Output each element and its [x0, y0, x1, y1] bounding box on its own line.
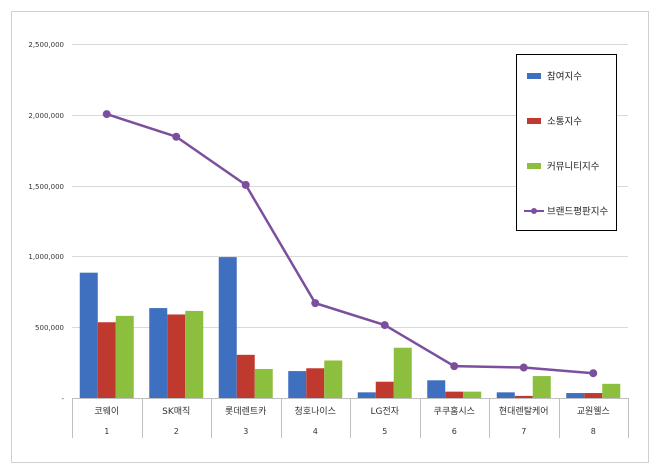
bar	[218, 257, 237, 398]
y-tick-label: 2,000,000	[28, 112, 64, 120]
bar	[97, 322, 116, 398]
y-tick-label: 1,500,000	[28, 183, 64, 191]
bar	[324, 360, 343, 398]
line-point	[519, 363, 528, 372]
line-point	[172, 132, 181, 141]
bar	[375, 381, 394, 398]
x-index-label: 5	[382, 427, 387, 436]
y-tick-label: 500,000	[35, 324, 64, 332]
x-index-label: 1	[104, 427, 109, 436]
bar	[79, 272, 98, 398]
bar	[393, 347, 412, 398]
bar	[602, 383, 621, 398]
x-tick-label: 코웨이	[94, 405, 119, 417]
bar	[236, 354, 255, 398]
legend-label: 커뮤니티지수	[547, 162, 600, 173]
x-tick-label: 롯데렌트카	[225, 406, 266, 417]
y-tick-label: 2,500,000	[28, 41, 64, 49]
x-index-label: 2	[174, 427, 179, 436]
bar	[306, 368, 325, 398]
line-point	[241, 180, 250, 189]
x-index-label: 7	[521, 427, 526, 436]
line-point	[311, 299, 320, 308]
line-point	[589, 369, 598, 378]
y-tick-label: -	[61, 395, 64, 403]
x-tick-label: 현대렌탈케어	[499, 406, 549, 417]
bar	[584, 393, 603, 398]
legend-label: 소통지수	[547, 117, 582, 128]
bar	[357, 392, 376, 398]
x-tick-label: 청호나이스	[295, 406, 336, 417]
legend-label: 참여지수	[547, 71, 582, 83]
legend-marker	[531, 208, 537, 214]
bar	[185, 310, 204, 398]
line-point	[450, 362, 459, 371]
bar	[115, 315, 134, 398]
x-index-label: 6	[452, 427, 457, 436]
legend-swatch	[527, 118, 541, 124]
x-index-label: 4	[313, 427, 318, 436]
legend-box	[516, 54, 617, 231]
bar	[463, 391, 482, 398]
bar	[532, 376, 551, 398]
x-index-label: 3	[243, 427, 248, 436]
legend-swatch	[527, 163, 541, 169]
line-point	[380, 321, 389, 330]
x-tick-label: SK매직	[162, 406, 190, 417]
x-tick-label: 쿠쿠홈시스	[434, 405, 475, 417]
x-tick-label: 교원웰스	[577, 406, 610, 417]
bar	[496, 392, 515, 398]
bar	[445, 391, 464, 398]
bar-series	[79, 257, 621, 398]
axes: - 500,000 1,000,000 1,500,000 2,000,000 2,500…	[28, 41, 629, 438]
line-point	[102, 110, 111, 119]
bar	[566, 393, 585, 398]
bar	[167, 314, 186, 398]
x-index-label: 8	[591, 427, 596, 436]
y-tick-label: 1,000,000	[28, 253, 64, 261]
line-series	[102, 110, 598, 378]
line-series-path	[106, 112, 594, 375]
bar	[254, 368, 273, 398]
legend-swatch	[527, 73, 541, 79]
x-tick-label: LG전자	[370, 406, 399, 417]
bar	[149, 308, 168, 398]
legend-label: 브랜드평판지수	[547, 207, 608, 218]
bar	[427, 380, 446, 398]
bar	[514, 395, 533, 398]
bar	[288, 371, 307, 398]
